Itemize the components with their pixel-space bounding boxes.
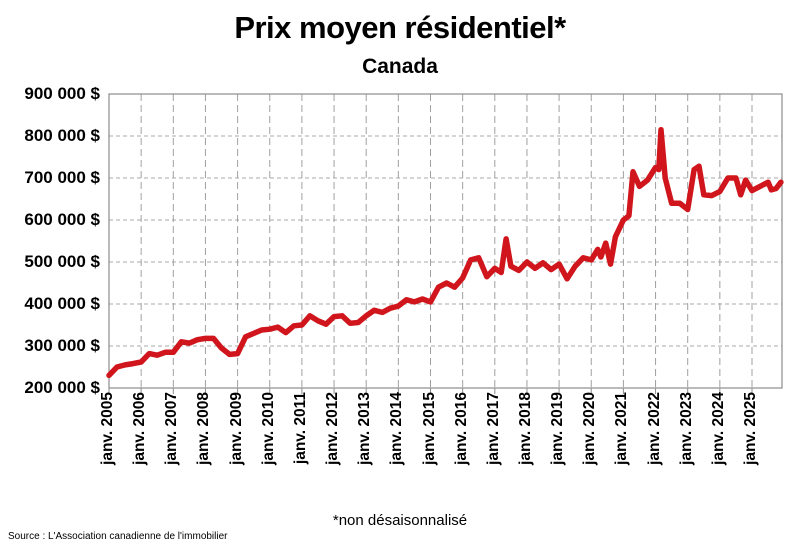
x-tick-label: janv. 2017 <box>484 392 502 465</box>
y-tick-label: 900 000 $ <box>24 84 100 103</box>
y-tick-label: 600 000 $ <box>24 210 100 229</box>
y-tick-label: 700 000 $ <box>24 168 100 187</box>
x-tick-label: janv. 2014 <box>388 392 406 465</box>
x-tick-label: janv. 2024 <box>709 392 727 465</box>
x-tick-label: janv. 2021 <box>613 392 631 465</box>
x-tick-label: janv. 2015 <box>420 392 438 465</box>
y-tick-label: 400 000 $ <box>24 294 100 313</box>
chart-title: Prix moyen résidentiel* <box>234 10 566 45</box>
y-tick-label: 200 000 $ <box>24 378 100 397</box>
y-tick-label: 300 000 $ <box>24 336 100 355</box>
x-tick-label: janv. 2005 <box>99 392 116 465</box>
x-tick-label: janv. 2008 <box>195 392 213 465</box>
plot-frame <box>108 93 783 389</box>
x-tick-label: janv. 2011 <box>291 392 309 465</box>
chart-subtitle: Canada <box>362 55 438 78</box>
source-credit: Source : L'Association canadienne de l'i… <box>8 531 228 542</box>
gridlines <box>109 94 782 388</box>
x-tick-label: janv. 2006 <box>131 392 149 465</box>
y-tick-label: 800 000 $ <box>24 126 100 145</box>
x-tick-label: janv. 2019 <box>549 392 567 465</box>
y-tick-label: 500 000 $ <box>24 252 100 271</box>
x-tick-label: janv. 2023 <box>677 392 695 465</box>
x-tick-label: janv. 2012 <box>324 392 342 465</box>
x-tick-label: janv. 2016 <box>452 392 470 465</box>
x-tick-label: janv. 2013 <box>356 392 374 465</box>
x-tick-marks <box>108 388 753 394</box>
x-tick-label: janv. 2009 <box>227 392 245 465</box>
x-tick-label: janv. 2020 <box>581 392 599 465</box>
x-tick-label: janv. 2007 <box>163 392 181 465</box>
footnote: *non désaisonnalisé <box>332 512 468 529</box>
x-tick-label: janv. 2025 <box>742 392 759 465</box>
price-line <box>106 126 784 379</box>
x-tick-label: janv. 2018 <box>516 392 534 465</box>
x-tick-label: janv. 2010 <box>259 392 277 465</box>
x-tick-label: janv. 2022 <box>645 392 663 465</box>
